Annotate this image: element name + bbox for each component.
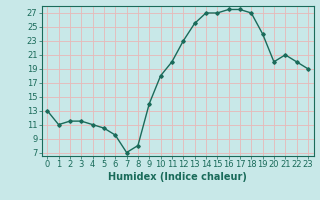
X-axis label: Humidex (Indice chaleur): Humidex (Indice chaleur) <box>108 172 247 182</box>
